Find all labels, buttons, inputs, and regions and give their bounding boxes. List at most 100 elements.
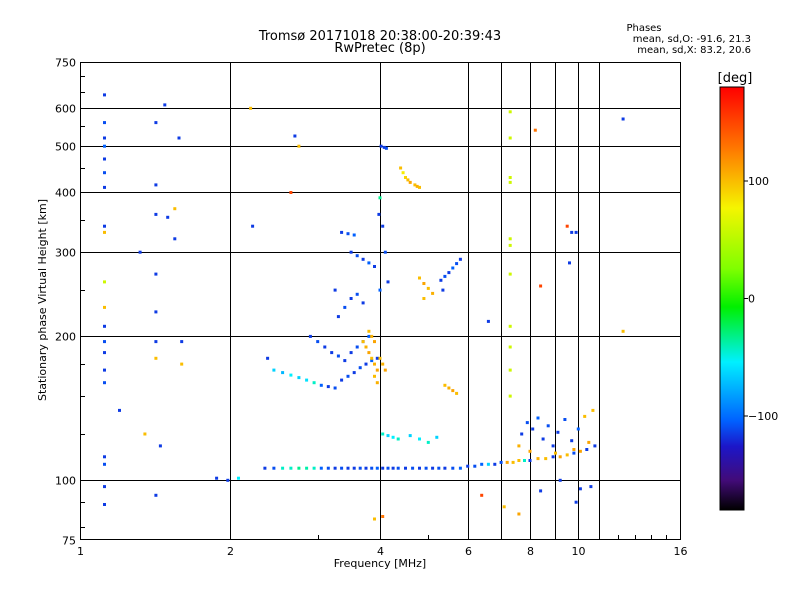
echo-point — [408, 180, 412, 184]
x-tick-label: 4 — [377, 545, 384, 558]
echo-point — [378, 356, 382, 360]
echo-point — [508, 345, 512, 349]
echo-point — [391, 466, 395, 470]
echo-point — [563, 418, 567, 421]
echo-point — [411, 466, 415, 470]
echo-point — [508, 324, 512, 328]
echo-point — [508, 136, 512, 140]
x-tick-label: 16 — [674, 545, 688, 558]
echo-point — [312, 381, 316, 385]
echo-point — [384, 146, 388, 150]
echo-point — [297, 466, 301, 470]
echo-point — [593, 444, 597, 448]
echo-point — [312, 466, 316, 470]
echo-point — [340, 378, 344, 382]
echo-point — [364, 466, 368, 470]
echo-point — [466, 464, 470, 468]
echo-point — [621, 117, 625, 121]
echo-point — [281, 466, 285, 470]
x-axis-label: Frequency [MHz] — [334, 557, 426, 570]
echo-point — [381, 432, 385, 436]
echo-point — [536, 416, 540, 420]
echo-point — [103, 381, 106, 385]
echo-point — [355, 254, 359, 258]
echo-point — [163, 103, 167, 107]
echo-point — [525, 421, 529, 425]
echo-point — [418, 276, 421, 280]
echo-point — [379, 144, 383, 148]
echo-point — [143, 432, 147, 436]
echo-point — [531, 427, 535, 431]
echo-point — [443, 466, 447, 470]
echo-point — [346, 374, 350, 378]
echo-point — [336, 354, 340, 358]
echo-point — [180, 362, 184, 366]
echo-point — [154, 212, 158, 216]
echo-point — [396, 437, 400, 441]
echo-point — [103, 368, 106, 372]
phases-o-stats: mean, sd,O: -91.6, 21.3 — [633, 34, 751, 45]
echo-point — [437, 466, 441, 470]
echo-point — [473, 464, 477, 468]
echo-point — [382, 145, 386, 149]
y-tick-label: 200 — [55, 331, 76, 344]
echo-point — [103, 185, 106, 189]
echo-point — [517, 444, 521, 448]
echo-point — [381, 515, 385, 518]
echo-point — [539, 284, 543, 288]
echo-point — [103, 305, 106, 309]
colorbar-tick-label: −100 — [748, 410, 778, 423]
echo-point — [447, 271, 451, 275]
echo-point — [103, 324, 106, 328]
echo-point — [517, 459, 521, 462]
phases-x-stats: mean, sd,X: 83.2, 20.6 — [637, 45, 751, 56]
y-axis-ticks: 75 100 200 300 400 500 600 750 — [55, 57, 85, 548]
echo-point — [237, 476, 240, 480]
echo-point — [383, 368, 387, 372]
echo-point — [349, 297, 353, 300]
echo-point — [154, 356, 158, 360]
echo-point — [587, 440, 591, 444]
echo-point — [375, 466, 379, 470]
echo-point — [418, 466, 421, 470]
echo-point — [621, 329, 625, 333]
echo-point — [447, 386, 451, 390]
echo-point — [551, 444, 555, 448]
echo-point — [370, 356, 374, 360]
echo-point — [297, 376, 301, 380]
echo-point — [386, 280, 390, 284]
echo-point — [361, 257, 365, 261]
echo-point — [570, 230, 574, 234]
echo-point — [455, 391, 459, 395]
colorbar-tick-label: 0 — [748, 293, 755, 306]
echo-point — [263, 466, 267, 470]
echo-point — [138, 250, 142, 254]
echo-point — [154, 272, 158, 276]
echo-point — [391, 435, 395, 439]
echo-point — [352, 466, 356, 470]
echo-point — [533, 128, 537, 132]
echo-point — [528, 459, 532, 462]
echo-point — [375, 381, 379, 385]
echo-point — [511, 460, 515, 464]
echo-point — [272, 466, 276, 470]
echo-point — [346, 466, 350, 470]
echo-point — [443, 383, 447, 387]
echo-point — [215, 476, 219, 480]
echo-point — [154, 340, 158, 344]
echo-point — [544, 457, 548, 461]
echo-point — [413, 183, 417, 187]
echo-point — [319, 466, 323, 470]
echo-point — [343, 359, 347, 363]
echo-point — [355, 292, 359, 296]
echo-point — [508, 243, 512, 247]
echo-point — [536, 457, 540, 461]
echo-point — [508, 237, 512, 241]
echo-point — [572, 451, 576, 455]
echo-point — [426, 440, 430, 444]
x-tick-label: 10 — [572, 545, 586, 558]
echo-point — [305, 466, 309, 470]
echo-point — [431, 466, 435, 470]
echo-point — [289, 191, 293, 194]
